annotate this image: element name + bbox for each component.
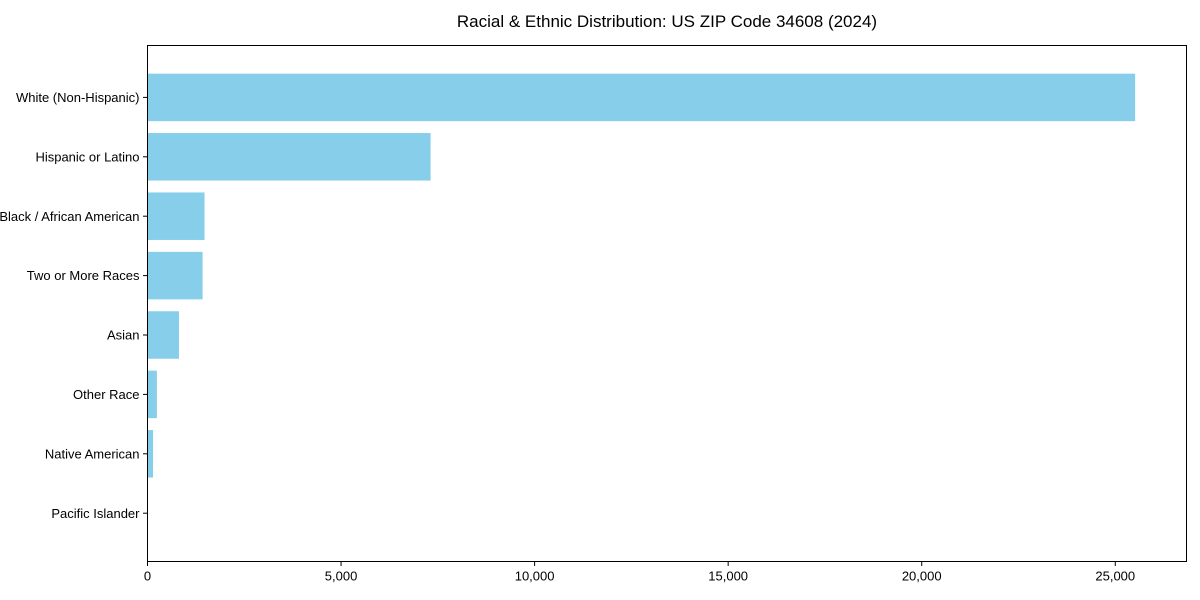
- x-axis: 0 5,000 10,000 15,000 20,000 25,000: [144, 561, 1135, 584]
- chart-title: Racial & Ethnic Distribution: US ZIP Cod…: [457, 12, 877, 31]
- bar-other-race: [148, 370, 157, 419]
- x-tick-label-15-000: 15,000: [708, 569, 748, 584]
- x-tick-label-0: 0: [144, 569, 151, 584]
- bars-group: [148, 73, 1136, 478]
- x-tick-label-5-000: 5,000: [325, 569, 358, 584]
- bar-black-african-american: [148, 192, 205, 240]
- y-tick-label-asian: Asian: [107, 328, 140, 343]
- plot-frame: [147, 45, 1187, 562]
- bar-hispanic-or-latino: [148, 133, 431, 181]
- y-tick-label-black-african-american: Black / African American: [0, 209, 140, 224]
- x-tick-label-20-000: 20,000: [902, 569, 942, 584]
- bar-white-non-hispanic: [148, 73, 1136, 122]
- y-tick-label-native-american: Native American: [45, 446, 140, 461]
- bar-two-or-more-races: [148, 251, 203, 300]
- y-axis: White (Non-Hispanic) Hispanic or Latino Bl…: [0, 90, 148, 521]
- y-tick-label-other-race: Other Race: [73, 387, 139, 402]
- y-tick-label-two-or-more-races: Two or More Races: [27, 268, 140, 283]
- x-tick-label-25-000: 25,000: [1095, 569, 1135, 584]
- x-tick-label-10-000: 10,000: [515, 569, 555, 584]
- y-tick-label-hispanic-or-latino: Hispanic or Latino: [35, 149, 139, 164]
- bar-native-american: [148, 430, 154, 478]
- y-tick-label-white-non-hispanic: White (Non-Hispanic): [16, 90, 140, 105]
- bar-asian: [148, 311, 179, 359]
- y-tick-label-pacific-islander: Pacific Islander: [51, 506, 140, 521]
